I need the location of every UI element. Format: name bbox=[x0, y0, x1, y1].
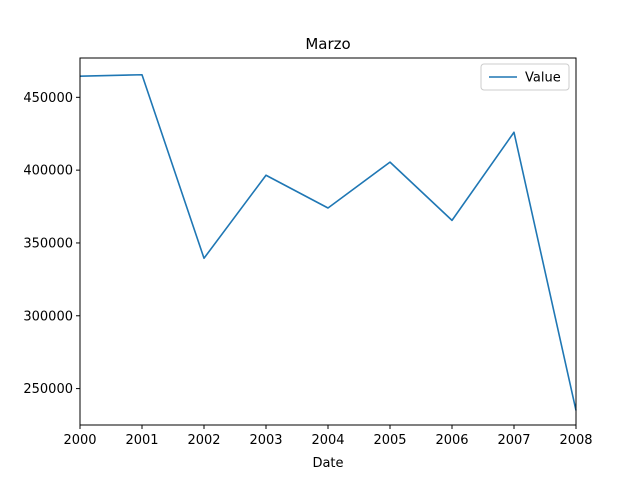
plot-background bbox=[80, 58, 576, 425]
y-tick-label: 350000 bbox=[23, 236, 73, 251]
x-tick-label: 2008 bbox=[559, 433, 592, 448]
x-tick-label: 2007 bbox=[497, 433, 530, 448]
series-layer bbox=[79, 73, 577, 411]
y-tick-label: 400000 bbox=[23, 164, 73, 179]
y-axis: 250000 300000 350000 400000 450000 bbox=[23, 91, 80, 397]
legend-label: Value bbox=[525, 71, 561, 86]
y-tick-label: 450000 bbox=[23, 91, 73, 106]
y-tick-label: 250000 bbox=[23, 382, 73, 397]
x-axis: 2000 2001 2002 2003 2004 2005 2006 2007 2008 bbox=[63, 425, 593, 448]
y-tick-label: 300000 bbox=[23, 309, 73, 324]
x-tick-label: 2001 bbox=[125, 433, 158, 448]
legend: Value bbox=[480, 63, 570, 91]
series-line-value bbox=[79, 73, 577, 411]
chart-title: Marzo bbox=[305, 35, 350, 53]
x-tick-label: 2003 bbox=[249, 433, 282, 448]
x-axis-label: Date bbox=[312, 456, 343, 471]
x-tick-label: 2006 bbox=[435, 433, 468, 448]
x-tick-label: 2002 bbox=[187, 433, 220, 448]
x-tick-label: 2005 bbox=[373, 433, 406, 448]
x-tick-label: 2000 bbox=[63, 433, 96, 448]
x-tick-label: 2004 bbox=[311, 433, 344, 448]
legend-box bbox=[480, 63, 570, 91]
